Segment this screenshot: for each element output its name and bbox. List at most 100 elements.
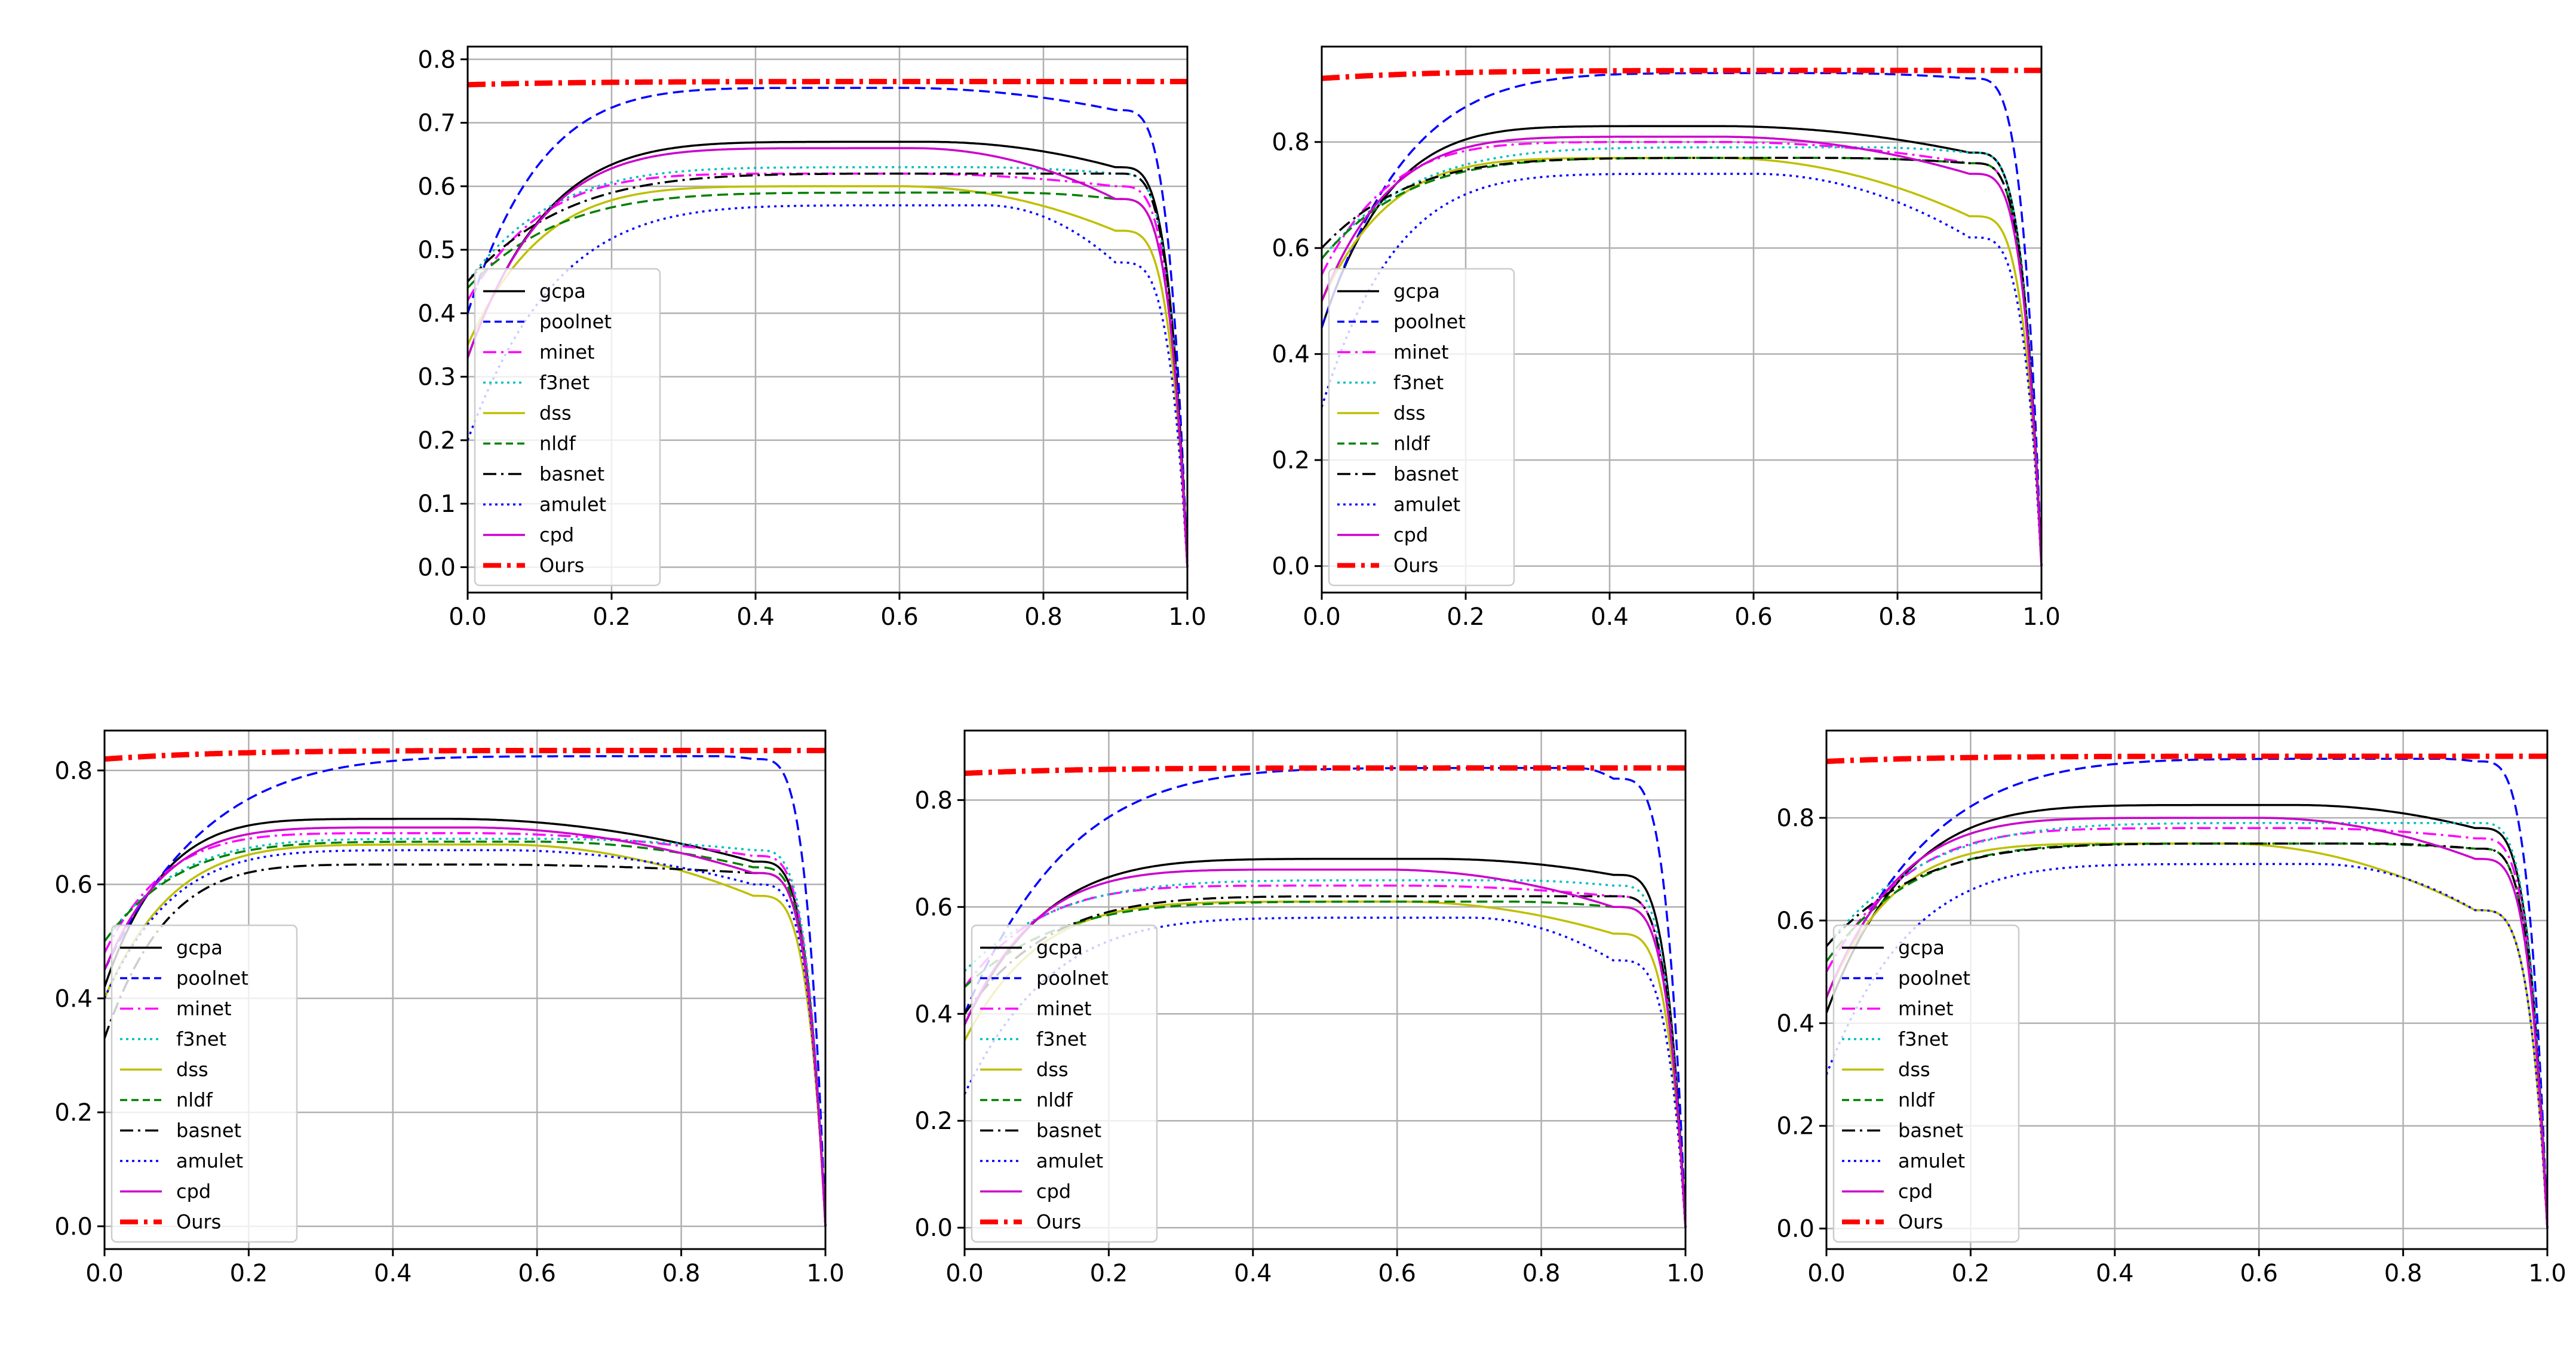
series-line-basnet <box>1825 842 2549 1229</box>
legend-label-amulet: amulet <box>1393 493 1460 516</box>
series-line-ours <box>1321 68 2042 81</box>
series-line-basnet <box>963 895 1687 1228</box>
y-tick-label: 0.0 <box>54 1213 93 1241</box>
legend-label-ours: Ours <box>1898 1211 1943 1234</box>
legend-label-cpd: cpd <box>539 524 574 547</box>
series-line-amulet <box>1321 173 2043 566</box>
y-tick-label: 0.5 <box>417 237 456 264</box>
legend-label-amulet: amulet <box>176 1150 243 1173</box>
legend-label-poolnet: poolnet <box>539 311 612 333</box>
series-line-basnet <box>466 172 1189 567</box>
legend-label-ours: Ours <box>1036 1211 1081 1234</box>
series-line-ours <box>1826 753 2548 765</box>
x-tick-label: 1.0 <box>2528 1260 2566 1287</box>
legend-label-gcpa: gcpa <box>539 280 586 303</box>
y-tick-label: 0.6 <box>417 173 456 201</box>
legend-label-dss: dss <box>1898 1059 1930 1081</box>
y-tick-label: 0.2 <box>1776 1113 1814 1140</box>
series-line-ours <box>104 747 826 762</box>
series-line-f3net <box>1321 146 2043 566</box>
series-line-amulet <box>963 916 1687 1228</box>
series-line-cpd <box>1825 817 2549 1229</box>
y-tick-label: 0.2 <box>914 1107 953 1135</box>
y-tick-label: 0.4 <box>914 1001 953 1028</box>
legend-box <box>1328 268 1515 587</box>
legend-label-cpd: cpd <box>1898 1180 1933 1203</box>
y-tick-label: 0.7 <box>417 110 456 137</box>
legend-box <box>1832 924 2020 1243</box>
x-tick-label: 0.6 <box>518 1260 556 1287</box>
y-tick-label: 0.2 <box>417 427 456 455</box>
x-tick-label: 0.6 <box>880 603 919 631</box>
x-tick-label: 0.0 <box>1303 603 1341 631</box>
legend-label-gcpa: gcpa <box>1036 937 1083 959</box>
x-tick-label: 0.4 <box>1591 603 1629 631</box>
plot-frame <box>1825 729 2549 1250</box>
legend-label-minet: minet <box>1393 341 1449 364</box>
y-tick-label: 0.8 <box>1272 129 1310 157</box>
y-tick-label: 0.8 <box>1776 805 1814 832</box>
series-line-basnet <box>1321 157 2043 566</box>
y-tick-label: 0.4 <box>54 985 93 1013</box>
series-line-poolnet <box>466 87 1189 567</box>
plot-frame <box>963 729 1687 1250</box>
series-line-poolnet <box>103 755 827 1226</box>
x-tick-label: 0.2 <box>230 1260 268 1287</box>
legend-label-nldf: nldf <box>539 432 576 455</box>
x-tick-label: 0.2 <box>1952 1260 1990 1287</box>
legend-label-dss: dss <box>1036 1059 1069 1081</box>
y-tick-label: 0.6 <box>54 872 93 899</box>
legend-label-poolnet: poolnet <box>1393 311 1466 333</box>
legend-label-minet: minet <box>539 341 595 364</box>
series-line-gcpa <box>1321 125 2043 566</box>
x-tick-label: 0.8 <box>1878 603 1917 631</box>
series-line-gcpa <box>466 140 1189 567</box>
x-tick-label: 0.4 <box>736 603 775 631</box>
series-line-ours <box>467 79 1188 88</box>
legend-box <box>110 924 298 1243</box>
legend: gcpa poolnet minet f3net dss nldf basnet amulet… <box>474 268 661 587</box>
legend-label-nldf: nldf <box>1036 1089 1073 1112</box>
x-tick-label: 0.6 <box>2240 1260 2278 1287</box>
legend-label-amulet: amulet <box>1036 1150 1103 1173</box>
y-tick-label: 0.1 <box>417 490 456 518</box>
y-tick-label: 0.0 <box>417 554 456 581</box>
x-tick-label: 0.4 <box>1234 1260 1272 1287</box>
x-tick-label: 0.2 <box>1447 603 1485 631</box>
y-tick-label: 0.4 <box>1272 341 1310 369</box>
series-line-ours <box>964 765 1686 777</box>
x-tick-label: 1.0 <box>2022 603 2061 631</box>
legend-label-minet: minet <box>1036 998 1092 1020</box>
series-line-cpd <box>1321 136 2043 566</box>
x-tick-label: 0.6 <box>1378 1260 1416 1287</box>
plot-frame <box>1321 45 2043 594</box>
legend-label-cpd: cpd <box>176 1180 211 1203</box>
x-tick-label: 0.4 <box>374 1260 412 1287</box>
y-tick-label: 0.4 <box>417 300 456 327</box>
legend-label-basnet: basnet <box>539 463 604 486</box>
series-line-cpd <box>466 147 1189 567</box>
legend-label-f3net: f3net <box>1898 1028 1948 1051</box>
legend-label-gcpa: gcpa <box>176 937 223 959</box>
y-tick-label: 0.8 <box>417 46 456 73</box>
series-line-amulet <box>466 204 1189 567</box>
legend-label-basnet: basnet <box>1393 463 1459 486</box>
series-line-f3net <box>963 879 1687 1228</box>
y-tick-label: 0.2 <box>1272 447 1310 474</box>
x-tick-label: 0.8 <box>2384 1260 2423 1287</box>
y-tick-label: 0.4 <box>1776 1010 1814 1038</box>
x-tick-label: 0.0 <box>1807 1260 1846 1287</box>
series-line-gcpa <box>1825 803 2549 1229</box>
legend: gcpa poolnet minet f3net dss nldf basnet amulet… <box>1832 924 2020 1243</box>
chart-panel-1: 0.0 0.2 0.4 0.6 0.8 1.0 0.0 0.1 0.2 0.3 0.4 0.5 0.6 0… <box>417 45 1206 631</box>
y-tick-label: 0.6 <box>1272 235 1310 262</box>
x-tick-label: 0.8 <box>662 1260 701 1287</box>
x-tick-label: 0.0 <box>85 1260 124 1287</box>
series-line-f3net <box>1825 821 2549 1229</box>
legend-label-nldf: nldf <box>1393 432 1430 455</box>
legend-label-minet: minet <box>1898 998 1954 1020</box>
legend-box <box>474 268 661 587</box>
legend-label-basnet: basnet <box>176 1119 241 1142</box>
x-tick-label: 1.0 <box>806 1260 845 1287</box>
